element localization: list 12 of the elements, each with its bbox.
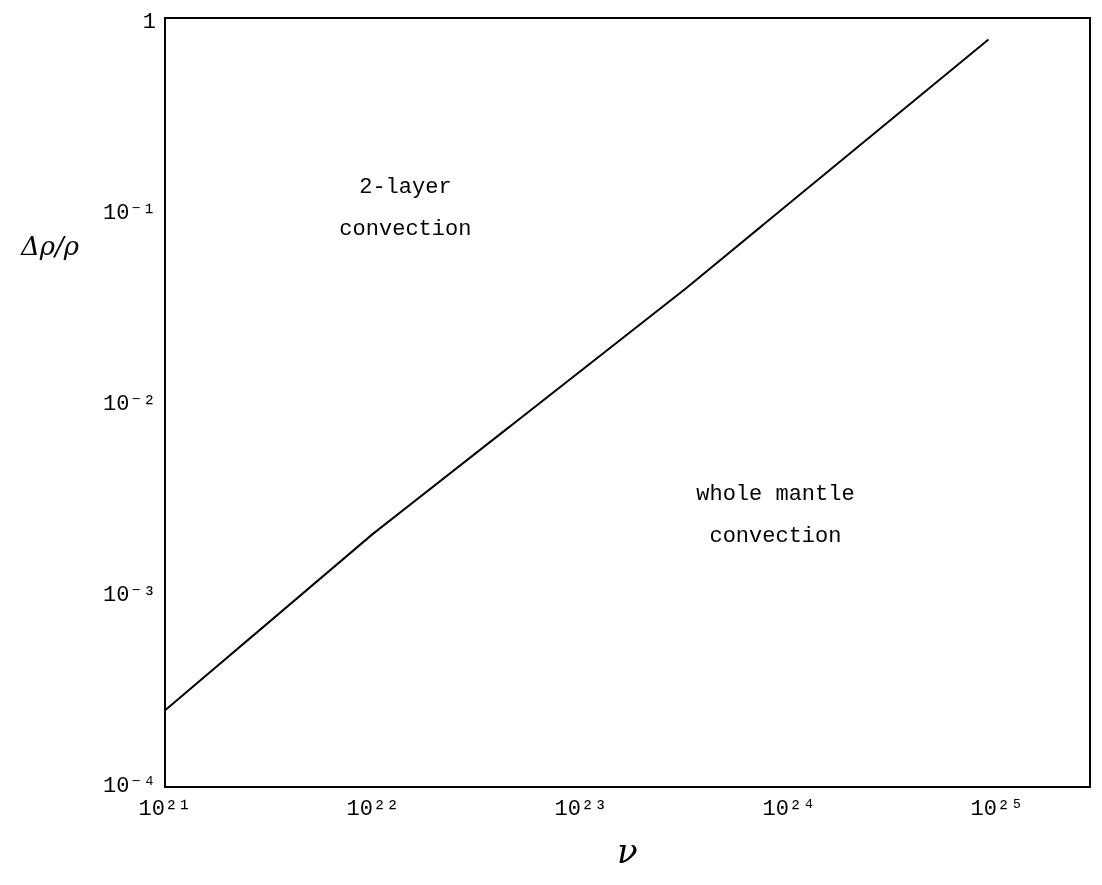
x-tick-label: 10²² (346, 796, 400, 822)
x-tick-label: 10²⁴ (762, 796, 816, 822)
y-tick-label: 1 (142, 9, 156, 35)
x-tick-label: 10²⁵ (970, 796, 1024, 822)
y-axis-title: Δρ/ρ (19, 231, 80, 262)
y-tick-label: 10⁻³ (102, 583, 156, 609)
y-tick-label: 10⁻¹ (102, 201, 156, 227)
y-tick-label: 10⁻² (102, 392, 156, 418)
x-tick-label: 10²³ (554, 796, 608, 822)
x-axis-title: ν (617, 831, 638, 872)
annotation: 2-layer convection (339, 174, 472, 242)
annotation: whole mantle convection (696, 482, 855, 550)
